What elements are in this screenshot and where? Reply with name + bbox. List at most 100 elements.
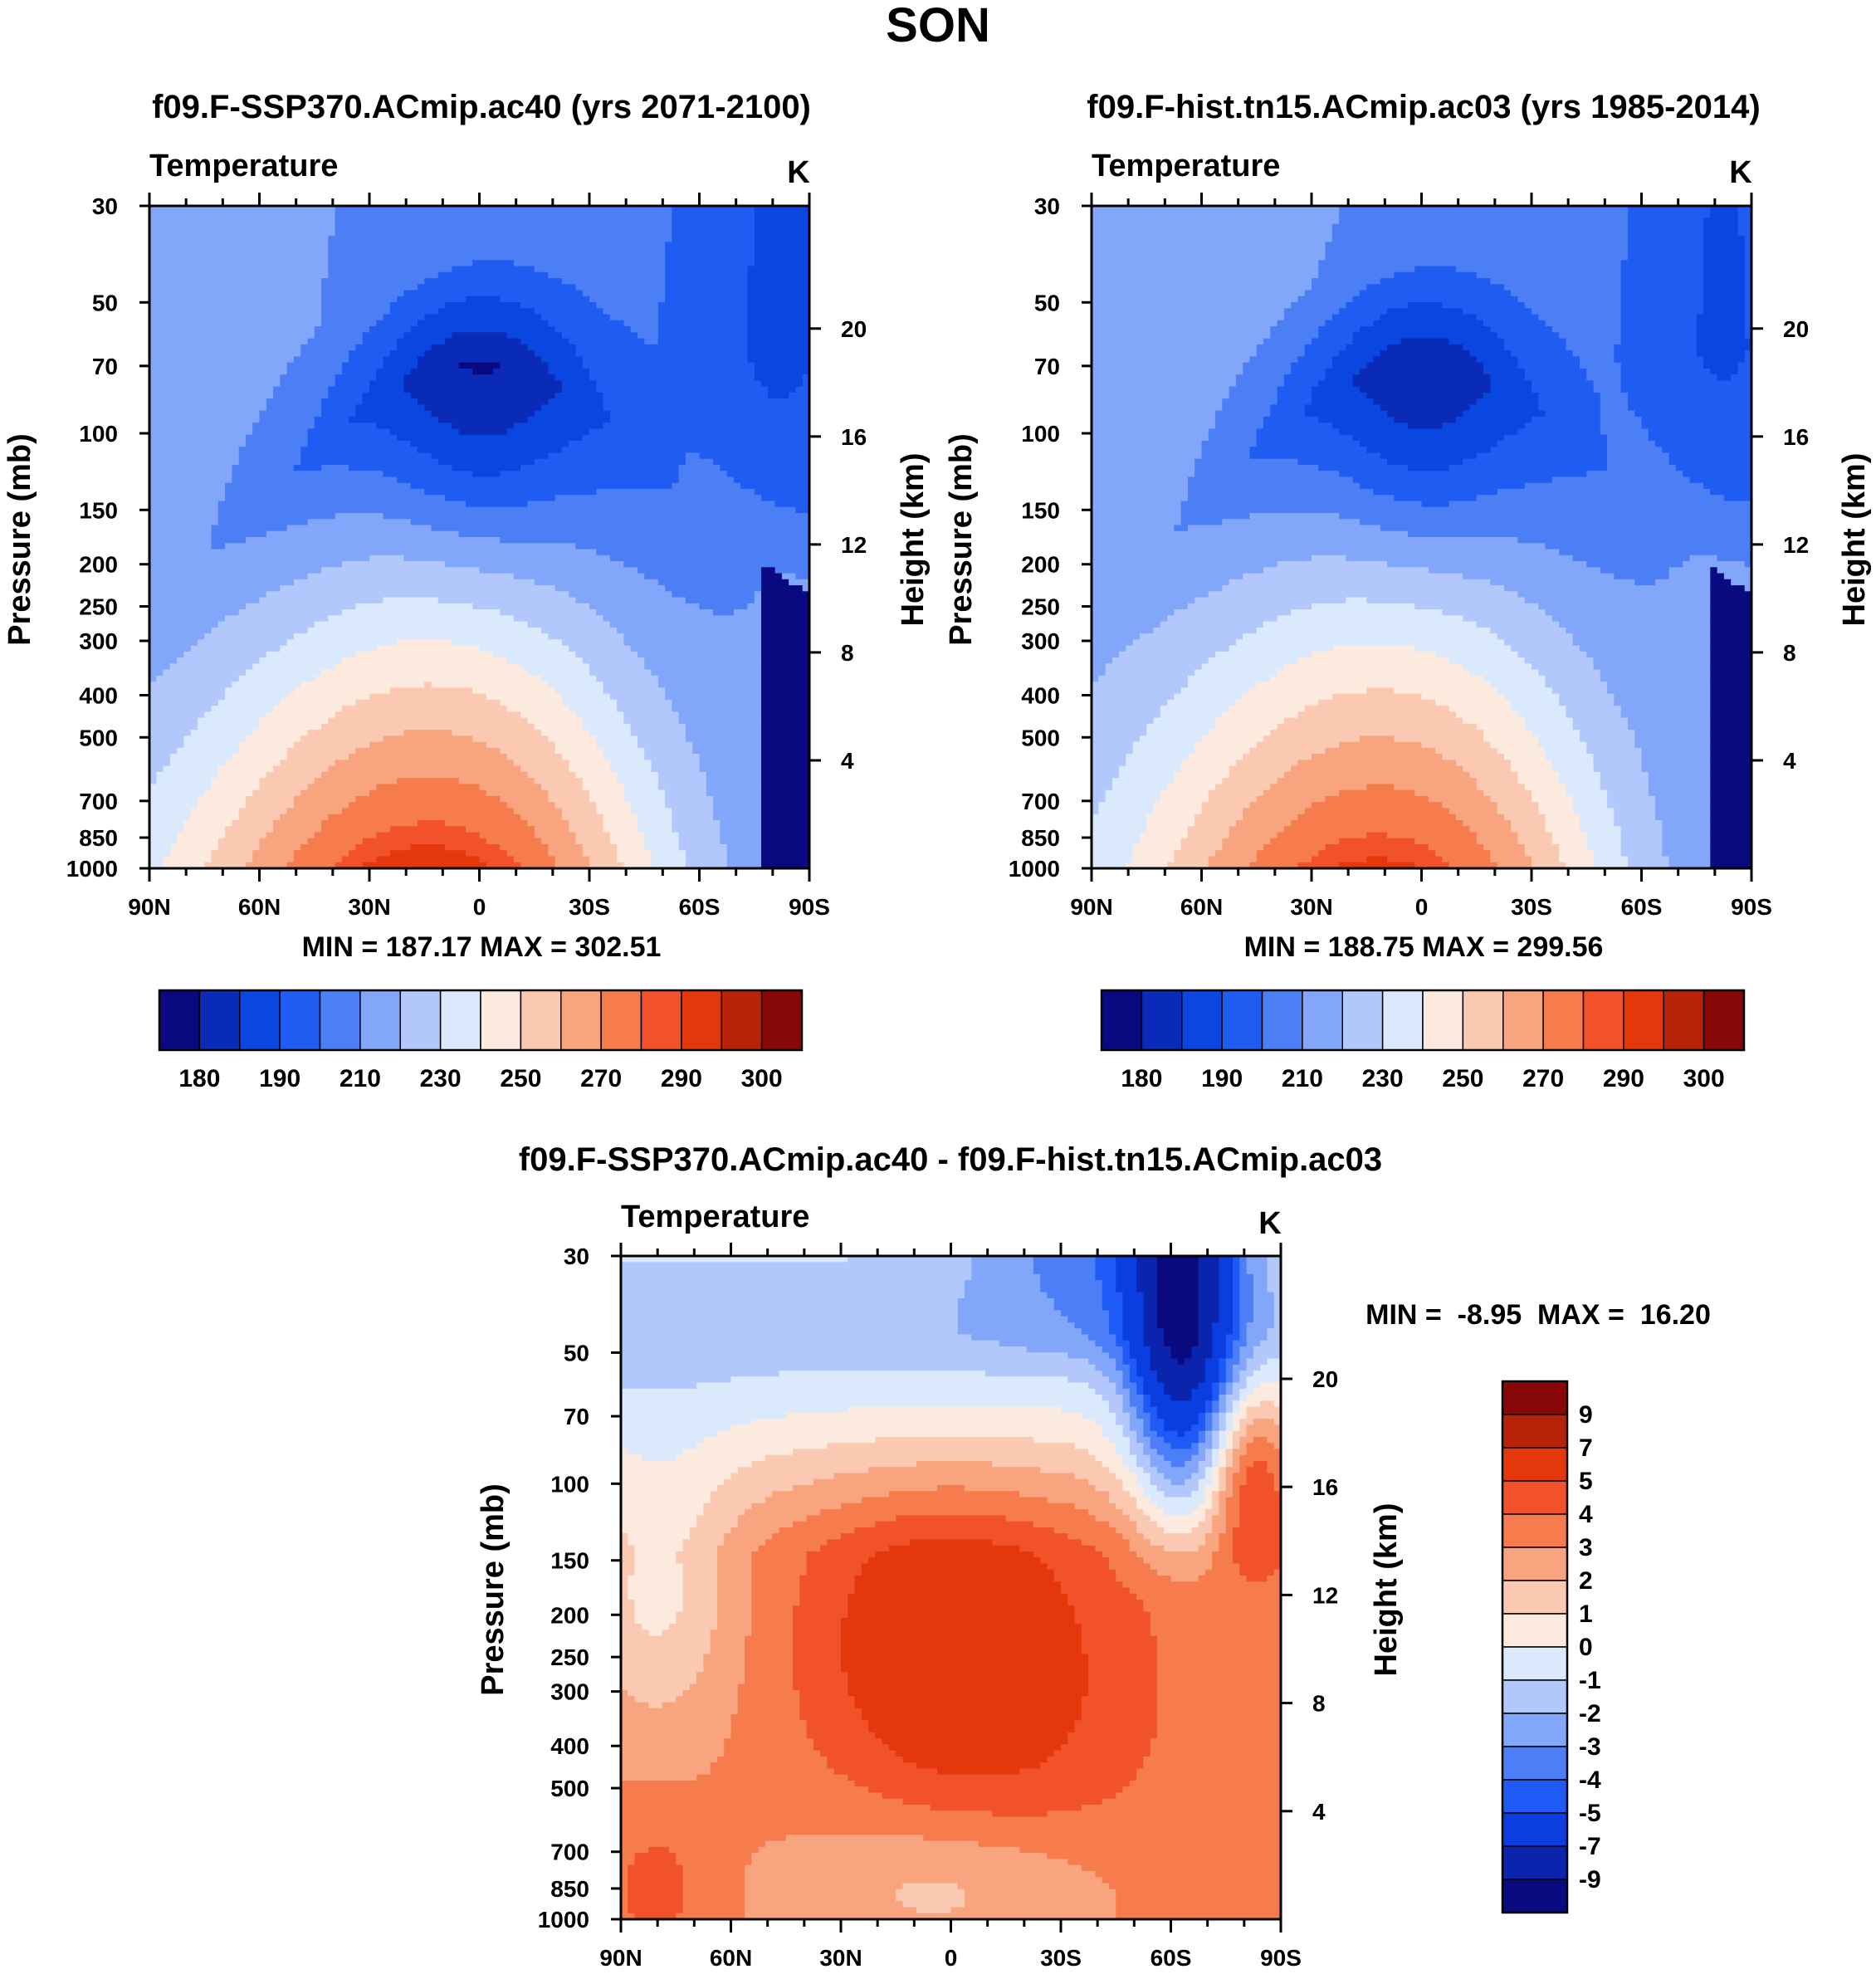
y-tick-label: 400 [550,1733,589,1759]
contour-cell [689,1533,725,1540]
contour-cell [1092,555,1312,562]
contour-cell [1233,1478,1248,1486]
contour-cell [1126,760,1182,767]
contour-cell [534,778,584,785]
contour-cell [1225,1395,1240,1401]
contour-cell [1312,603,1415,610]
contour-cell [1143,1382,1165,1390]
contour-cell [1710,603,1752,610]
contour-cell [286,639,398,647]
contour-cell [1696,332,1746,340]
contour-cell [596,802,632,809]
contour-cell [1116,1262,1137,1269]
contour-cell [149,778,157,785]
contour-cell [1129,1388,1137,1395]
contour-cell [1198,1412,1206,1420]
contour-cell [992,1460,1103,1468]
contour-cell [1710,651,1752,658]
contour-cell [1744,332,1752,340]
contour-cell [875,1521,1034,1528]
contour-cell [149,819,185,827]
contour-cell [1483,789,1532,797]
contour-cell [1256,795,1326,803]
contour-cell [1215,651,1312,658]
contour-cell [1225,1478,1234,1486]
contour-cell [793,1678,848,1685]
contour-cell [1655,440,1752,447]
contour-cell [1675,464,1752,472]
contour-cell [716,1624,752,1630]
panel-hist: f09.F-hist.tn15.ACmip.ac03 (yrs 1985-201… [944,89,1872,1092]
contour-cell [1566,784,1601,791]
x-tick-label: 90N [1070,894,1112,920]
panel-hist-units-label: K [1729,155,1752,190]
contour-cell [751,1563,808,1571]
contour-cell [793,1611,848,1619]
contour-cell [589,795,625,803]
contour-cell [569,765,611,773]
contour-cell [1407,302,1443,309]
contour-cell [1304,410,1388,418]
contour-cell [1191,1509,1206,1516]
contour-cell [527,344,577,351]
contour-cell [761,597,810,604]
contour-cell [321,302,391,309]
contour-cell [1067,1732,1158,1739]
contour-cell [1156,1485,1199,1492]
contour-cell [621,1901,628,1908]
contour-cell [1185,1460,1199,1468]
contour-cell [761,765,810,773]
contour-cell [1524,657,1595,664]
contour-cell [1116,1889,1282,1896]
contour-cell [1204,1467,1213,1474]
contour-cell [1703,247,1746,255]
contour-cell [328,765,521,773]
x-tick-label: 0 [473,894,486,920]
contour-cell [1710,789,1752,797]
contour-cell [1092,850,1134,858]
x-tick-label: 90S [1260,1945,1302,1971]
contour-cell [376,832,481,839]
contour-cell [1201,447,1251,454]
contour-cell [1204,1454,1213,1462]
contour-cell [225,495,446,502]
contour-cell [761,693,810,701]
contour-cell [1703,284,1746,291]
contour-cell [1490,386,1532,393]
contour-cell [1648,789,1711,797]
contour-cell [1225,1419,1234,1425]
contour-cell [1194,741,1258,749]
contour-cell [211,850,253,858]
y-tick-label: 100 [79,421,118,447]
contour-cell [699,452,810,460]
contour-cell [1572,723,1629,731]
contour-cell [747,266,810,273]
contour-cell [1129,1467,1144,1474]
contour-cell [621,1292,965,1299]
contour-cell [582,843,618,851]
contour-cell [1270,404,1306,412]
contour-cell [1040,1286,1103,1293]
contour-cell [307,573,515,580]
contour-cell [676,1557,718,1565]
contour-cell [217,838,261,845]
contour-cell [1092,495,1189,502]
contour-cell [634,1569,684,1576]
contour-cell [1105,795,1161,803]
contour-cell [1047,1292,1103,1299]
contour-cell [596,302,659,309]
contour-cell [957,1328,1082,1336]
contour-cell [957,1310,1062,1317]
contour-cell [1219,1443,1227,1450]
contour-cell [589,368,755,375]
contour-cell [1243,573,1463,580]
contour-cell [745,1678,794,1685]
contour-cell [621,1630,649,1637]
contour-cell [1614,356,1704,364]
contour-cell [1198,1256,1220,1263]
contour-cell [349,416,439,423]
contour-cell [1108,1352,1124,1360]
contour-cell [1074,1322,1110,1329]
contour-cell [774,567,810,574]
contour-cell [376,320,418,327]
